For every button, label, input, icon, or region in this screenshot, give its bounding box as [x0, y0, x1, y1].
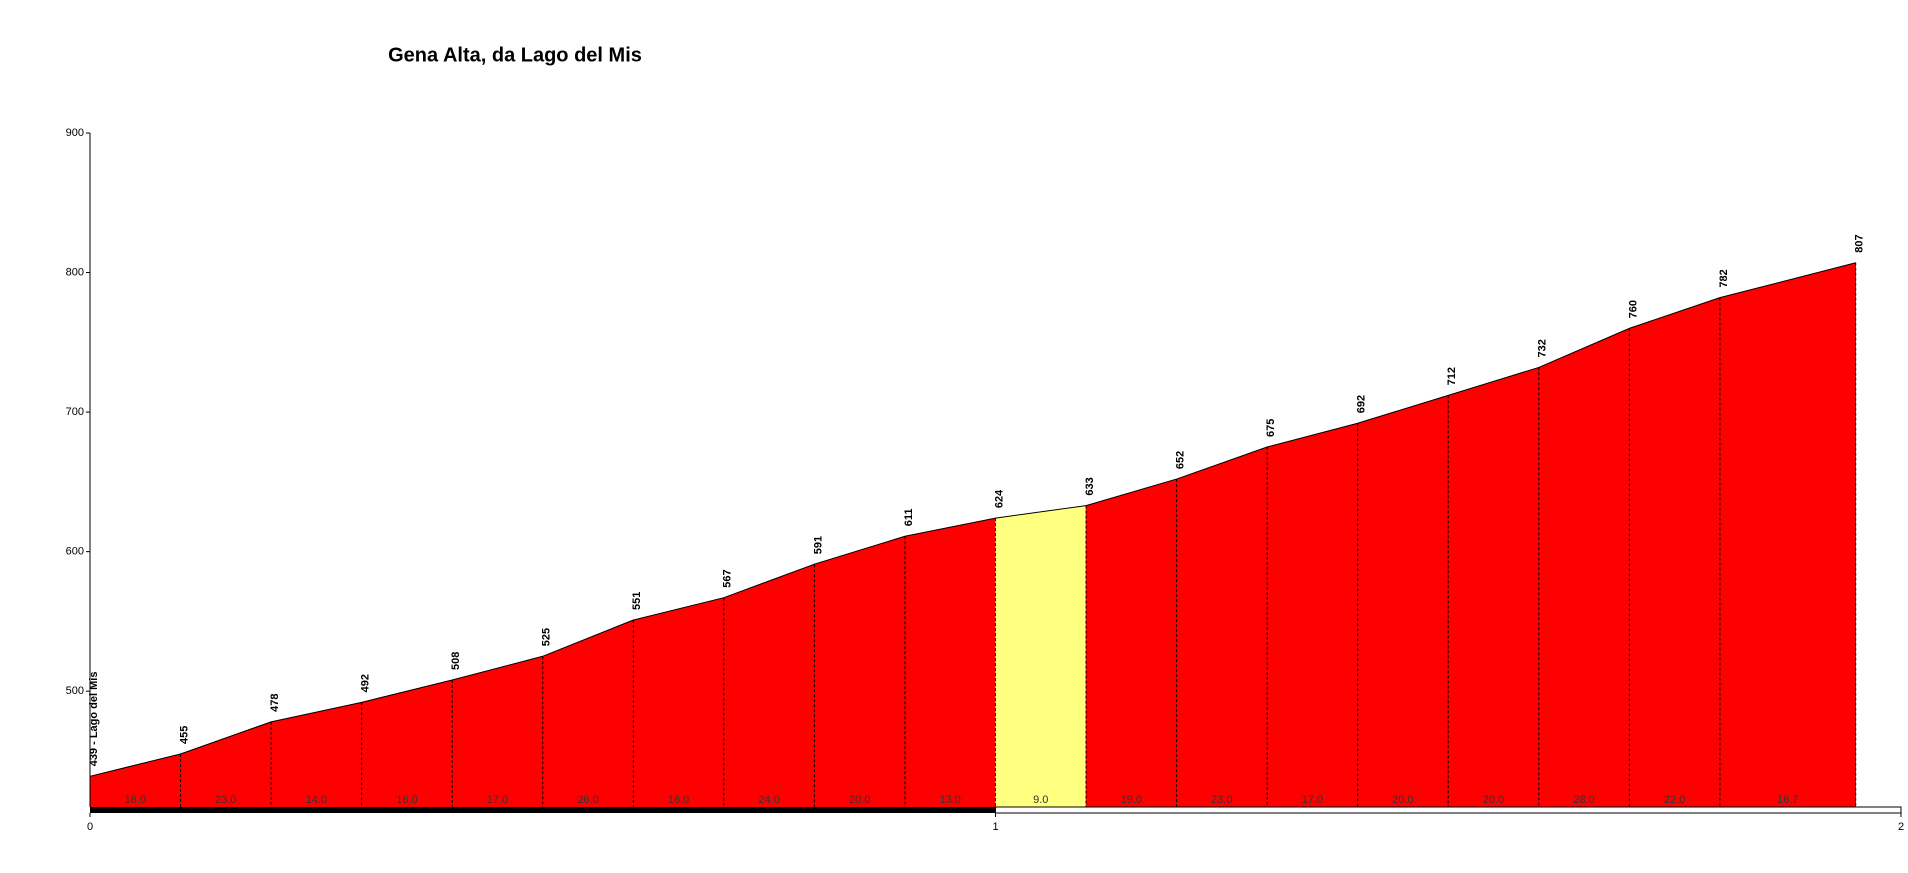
- elevation-label: 712: [1446, 367, 1458, 385]
- elevation-label: 807: [1854, 234, 1866, 252]
- elevation-label: 692: [1356, 395, 1368, 413]
- x-tick-label: 1: [992, 821, 998, 833]
- profile-segment: [814, 535, 906, 808]
- elevation-label: 652: [1175, 451, 1187, 469]
- gradient-label: 23.0: [1211, 794, 1232, 806]
- gradient-label: 9.0: [1033, 794, 1048, 806]
- profile-segment: [633, 597, 725, 808]
- gradient-label: 16.0: [396, 794, 417, 806]
- y-tick-label: 500: [66, 685, 84, 697]
- profile-segment: [1448, 367, 1540, 808]
- gradient-label: 19.0: [1121, 794, 1142, 806]
- elevation-label: 675: [1265, 419, 1277, 437]
- elevation-label: 439 - Lago del Mis: [88, 672, 100, 767]
- gradient-label: 22.0: [1664, 794, 1685, 806]
- elevation-label: 492: [360, 674, 372, 692]
- elevation-label: 624: [993, 489, 1005, 508]
- gradient-label: 13.0: [940, 794, 961, 806]
- y-tick-label: 900: [66, 127, 84, 139]
- profile-segment: [995, 505, 1087, 808]
- gradient-label: 23.0: [215, 794, 236, 806]
- elevation-label: 732: [1537, 339, 1549, 357]
- gradient-label: 28.0: [1573, 794, 1594, 806]
- elevation-label: 591: [812, 536, 824, 554]
- gradient-label: 16.0: [125, 794, 146, 806]
- chart-title: Gena Alta, da Lago del Mis: [388, 44, 642, 66]
- gradient-label: 17.0: [1302, 794, 1323, 806]
- profile-segment: [723, 563, 815, 808]
- y-tick-label: 800: [66, 266, 84, 278]
- gradient-label: 20.0: [1392, 794, 1413, 806]
- elevation-label: 633: [1084, 477, 1096, 495]
- profile-segment: [1266, 422, 1358, 808]
- y-tick-label: 600: [66, 546, 84, 558]
- elevation-label: 455: [178, 726, 190, 744]
- profile-segment: [1176, 446, 1268, 808]
- gradient-label: 26.0: [577, 794, 598, 806]
- gradient-label: 14.0: [306, 794, 327, 806]
- gradient-label: 20.0: [849, 794, 870, 806]
- profile-segment: [1629, 297, 1721, 808]
- profile-segment: [451, 655, 543, 808]
- gradient-label: 17.0: [487, 794, 508, 806]
- profile-segment: [1085, 478, 1177, 808]
- elevation-label: 508: [450, 652, 462, 670]
- profile-segment: [904, 517, 996, 808]
- elevation-label: 478: [269, 694, 281, 712]
- gradient-label: 16.0: [668, 794, 689, 806]
- elevation-label: 551: [631, 592, 643, 610]
- profile-line: [89, 262, 1856, 777]
- km-bar-black: [90, 807, 996, 813]
- gradient-label: 20.0: [1483, 794, 1504, 806]
- gradient-label: 24.0: [758, 794, 779, 806]
- gradient-label: 16.7: [1777, 794, 1798, 806]
- profile-segment: [1357, 395, 1449, 808]
- profile-segment: [1719, 262, 1856, 808]
- elevation-label: 525: [541, 628, 553, 646]
- profile-segment: [542, 619, 634, 808]
- x-tick-label: 0: [87, 821, 93, 833]
- elevation-label: 760: [1627, 300, 1639, 318]
- km-bar-white: [995, 806, 1902, 814]
- y-tick-label: 700: [66, 406, 84, 418]
- elevation-label: 567: [722, 569, 734, 587]
- x-tick-label: 2: [1898, 821, 1904, 833]
- profile-segment: [270, 702, 362, 808]
- elevation-label: 782: [1718, 269, 1730, 287]
- elevation-label: 611: [903, 509, 915, 527]
- profile-segment: [1538, 327, 1630, 808]
